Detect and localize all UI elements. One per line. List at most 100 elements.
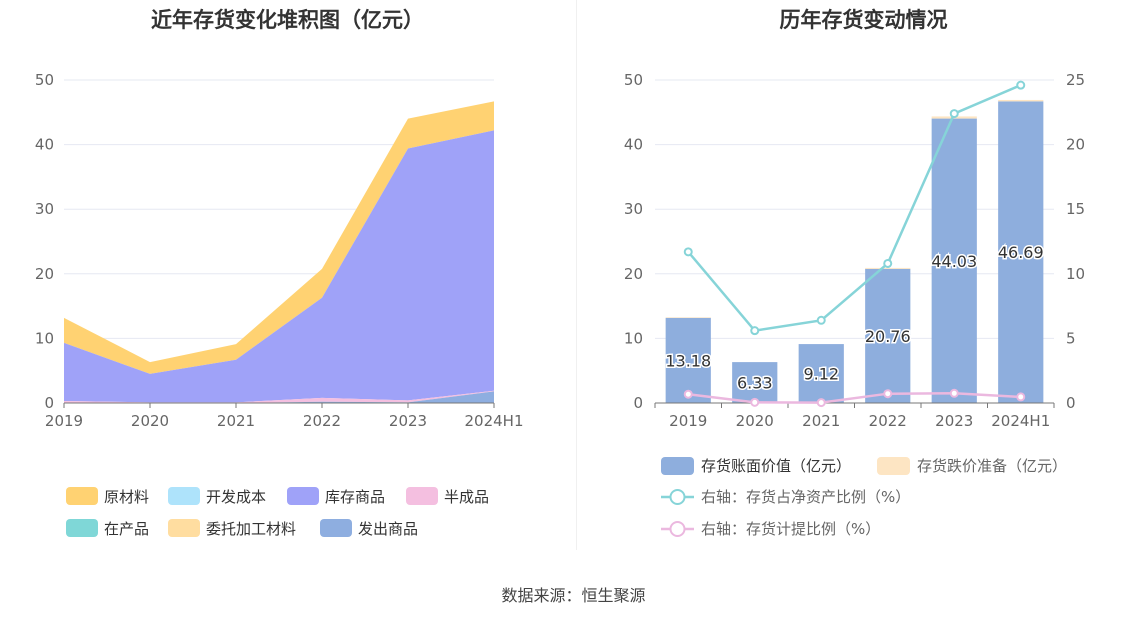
x-tick-label: 2021 [217, 412, 255, 430]
y2-tick-label: 10 [1066, 265, 1085, 283]
line-provision-ratio [688, 392, 1021, 404]
bar-value-label: 6.33 [737, 374, 773, 393]
right-legend: 存货账面价值（亿元） 存货跌价准备（亿元） 右轴：存货占净资产比例（%） 右轴：存货计… [661, 457, 1067, 538]
legend-label: 存货账面价值（亿元） [701, 457, 851, 475]
x-tick-label: 2022 [303, 412, 341, 430]
y-tick-label: 0 [44, 394, 54, 412]
y-tick-label: 50 [624, 71, 643, 89]
bar-book-value [732, 362, 778, 403]
legend-label: 原材料 [104, 488, 149, 506]
y-tick-label: 40 [35, 136, 54, 154]
legend-label: 在产品 [104, 520, 149, 538]
legend-item: 发出商品 [320, 519, 418, 538]
line-point [750, 397, 760, 407]
data-source: 数据来源：恒生聚源 [501, 586, 646, 605]
y2-tick-label: 20 [1066, 136, 1085, 154]
legend-swatch [287, 487, 319, 505]
bar-impairment [998, 99, 1044, 102]
bar-impairment [865, 267, 911, 269]
x-tick-label: 2019 [669, 412, 707, 430]
area-半成品 [64, 390, 494, 403]
line-point [883, 389, 893, 399]
bar-book-value [798, 344, 844, 403]
legend-swatch [320, 519, 352, 537]
legend-label: 库存商品 [325, 488, 385, 506]
legend-swatch [877, 457, 910, 475]
legend-item: 半成品 [406, 487, 489, 506]
legend-swatch [66, 519, 98, 537]
x-tick-label: 2022 [869, 412, 907, 430]
y2-tick-label: 0 [1066, 394, 1076, 412]
x-tick-label: 2019 [45, 412, 83, 430]
legend-swatch [168, 487, 200, 505]
y-tick-label: 0 [633, 394, 643, 412]
legend-label: 开发成本 [206, 488, 266, 506]
area-原材料 [64, 101, 494, 374]
left-chart-title: 近年存货变化堆积图（亿元） [151, 8, 424, 32]
legend-label: 半成品 [444, 488, 489, 506]
legend-label: 发出商品 [358, 520, 418, 538]
legend-label: 右轴：存货计提比例（%） [701, 520, 880, 538]
legend-item: 原材料 [66, 487, 149, 506]
legend-swatch [661, 457, 694, 475]
legend-label: 右轴：存货占净资产比例（%） [701, 488, 910, 506]
y-tick-label: 10 [35, 329, 54, 347]
bar-impairment [665, 317, 711, 318]
area-发出商品 [64, 391, 494, 403]
legend-swatch [66, 487, 98, 505]
bar-value-label: 13.18 [665, 351, 711, 370]
line-point [683, 389, 693, 399]
x-tick-label: 2023 [935, 412, 973, 430]
x-tick-label: 2021 [802, 412, 840, 430]
y-tick-label: 50 [35, 71, 54, 89]
legend-label: 委托加工材料 [206, 520, 296, 538]
stacked-area-chart: 0 10 20 30 40 50 2019 2020 2021 2022 2023 2024H1 原材料… [35, 71, 524, 538]
legend-item: 委托加工材料 [168, 519, 296, 538]
y-tick-label: 10 [624, 329, 643, 347]
x-tick-label: 2023 [389, 412, 427, 430]
y-tick-label: 30 [35, 200, 54, 218]
y2-tick-label: 5 [1066, 329, 1076, 347]
legend-item: 右轴：存货占净资产比例（%） [661, 488, 910, 506]
y2-tick-label: 15 [1066, 200, 1085, 218]
bar-book-value [998, 101, 1044, 403]
legend-marker [669, 521, 686, 537]
y-tick-label: 30 [624, 200, 643, 218]
line-point [750, 326, 760, 336]
line-point [683, 247, 693, 257]
legend-swatch [406, 487, 438, 505]
bar-value-label: 46.69 [998, 243, 1044, 262]
line-point [1016, 80, 1026, 90]
legend-item: 右轴：存货计提比例（%） [661, 520, 880, 538]
x-tick-label: 2020 [736, 412, 774, 430]
bar-book-value [931, 118, 977, 404]
legend-swatch [168, 519, 200, 537]
bar-value-label: 20.76 [865, 327, 911, 346]
legend-item: 在产品 [66, 519, 149, 538]
y-tick-label: 20 [35, 265, 54, 283]
legend-item: 开发成本 [168, 487, 266, 506]
right-chart-title: 历年存货变动情况 [779, 8, 948, 32]
x-tick-label: 2024H1 [991, 412, 1050, 430]
y-tick-label: 40 [624, 136, 643, 154]
line-point [816, 398, 826, 408]
bar-value-label: 44.03 [931, 252, 977, 271]
bar-value-label: 9.12 [803, 365, 839, 384]
legend-label: 存货跌价准备（亿元） [917, 457, 1067, 475]
legend-item: 存货跌价准备（亿元） [877, 457, 1067, 475]
legend-marker [669, 489, 686, 505]
inventory-bar-line-chart: 0 10 20 30 40 50 0 5 10 15 20 25 13.18 6.33 9.12 20.76 4… [624, 71, 1085, 538]
x-tick-label: 2024H1 [465, 412, 524, 430]
bar-book-value [865, 268, 911, 403]
line-point [1016, 392, 1026, 402]
line-point [949, 109, 959, 119]
panel-divider [576, 0, 577, 550]
line-point [816, 315, 826, 325]
legend-item: 库存商品 [287, 487, 385, 506]
bar-book-value [665, 317, 711, 403]
line-net-asset-ratio [687, 84, 1022, 332]
area-库存商品 [64, 130, 494, 403]
y-tick-label: 20 [624, 265, 643, 283]
legend-item: 存货账面价值（亿元） [661, 457, 851, 475]
